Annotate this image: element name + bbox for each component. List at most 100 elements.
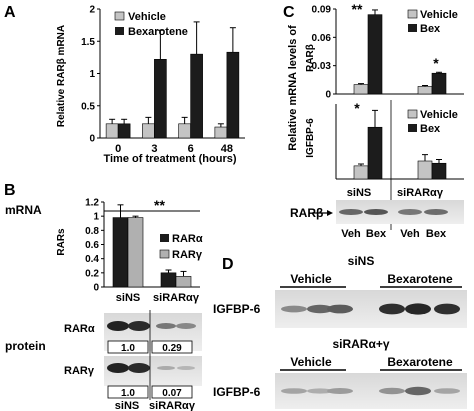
c-bottom-legend-swatch-vehicle (407, 109, 418, 119)
c-bottom-legend: Vehicle Bex (407, 109, 458, 135)
A-bar-Bexarotene-2 (190, 53, 203, 139)
B-bar-RAR-1 (160, 272, 177, 288)
C-bottom-bar-Bex-1 (431, 162, 447, 180)
C-top-bar-Bex-0 (367, 14, 383, 95)
b-quant-box-1 (107, 340, 149, 354)
C-top-ytick-label: 0.06 (312, 33, 332, 44)
b-blot-label-rarg: RARγ (64, 365, 95, 377)
d-b2-bands-band-0 (281, 388, 307, 394)
A-ytick-label: 2 (89, 5, 95, 16)
C-bottom-bar-Vehicle-1 (417, 160, 433, 180)
c-treat-1: Veh (341, 228, 361, 240)
b-blot-cond-sirar: siRARαγ (149, 400, 196, 411)
C-top-bar-Bex-1 (431, 72, 447, 95)
a-legend-swatch-vehicle (114, 11, 125, 21)
b-protein-label: protein (5, 339, 46, 353)
c-bottom-legend-vehicle: Vehicle (420, 109, 458, 121)
c-top-legend-bex: Bex (420, 23, 441, 35)
a-legend-vehicle: Vehicle (128, 11, 166, 23)
b-band-rara-4 (176, 323, 196, 329)
c-bottom-legend-bex: Bex (420, 123, 441, 135)
A-ytick-label: 0 (89, 134, 95, 145)
panel-letter-a: A (4, 4, 16, 21)
B-ytick-label: 0 (93, 283, 99, 294)
d-b2-bands-band-2 (327, 388, 353, 394)
B-ytick-label: 0.6 (85, 240, 99, 251)
A-bar-Vehicle-0 (105, 123, 119, 139)
A-ytick-label: 1 (89, 69, 95, 80)
d-b1-bands-band-0 (281, 305, 307, 313)
C-top-ytick-label: 0 (325, 90, 331, 101)
c-top-legend-swatch-vehicle (407, 9, 418, 19)
c-band-4 (424, 209, 448, 215)
b-quant-rarg-sins: 1.0 (121, 388, 135, 399)
b-quant-rara-sirar: 0.29 (162, 343, 182, 354)
d-block1-group2: Bexarotene (387, 272, 453, 286)
b-plot-area: 0 0.2 0.4 0.6 0.8 1 1.2 siNS siRARαγ (85, 198, 200, 304)
B-ytick-label: 0.2 (85, 268, 99, 279)
b-legend-rarg: RARγ (172, 249, 203, 261)
c-top-significance-sins: ** (352, 1, 363, 17)
B-bar-RAR-0 (127, 217, 144, 288)
b-band-rara-1 (107, 321, 129, 331)
panel-d: siNS Vehicle Bexarotene IGFBP-6 siRARα+γ… (213, 254, 467, 409)
d-b1-bands-band-1 (307, 304, 333, 314)
a-legend-swatch-bexarotene (115, 27, 124, 35)
c-blot-arrowhead (327, 210, 333, 216)
b-significance: ** (154, 197, 165, 213)
c-cond-sins: siNS (347, 187, 371, 199)
c-bottom-plot-area: * (335, 100, 464, 180)
b-quant-box-3 (107, 385, 149, 399)
panel-c: Relative mRNA levels of RARβ IGFBP-6 Veh… (287, 1, 464, 240)
c-band-3 (398, 209, 422, 215)
a-xlabel: Time of treatment (hours) (103, 153, 236, 165)
C-bottom-bar-Bex-0 (367, 126, 383, 180)
c-top-plot-area: 00.030.060.09 *** (312, 1, 464, 101)
c-top-ylabel: RARβ (305, 44, 316, 72)
c-bottom-ylabel: IGFBP-6 (305, 118, 316, 158)
b-quant-box-2 (151, 340, 193, 354)
c-bottom-significance: * (354, 100, 360, 116)
d-b2-bands-band-3 (379, 387, 405, 395)
b-quant-rara-sins: 1.0 (121, 343, 135, 354)
C-bottom-bar-Vehicle-0 (353, 165, 369, 180)
b-band-rara-3 (156, 323, 176, 329)
d-block2-group2: Bexarotene (387, 355, 453, 369)
c-band-1 (339, 209, 363, 215)
A-bar-Bexarotene-1 (154, 59, 167, 139)
b-legend-swatch-rara (160, 234, 169, 242)
C-top-bar-Vehicle-1 (417, 86, 433, 95)
a-plot-area: 0 0.5 1 1.5 2 0 3 6 48 (81, 5, 245, 155)
A-xtick-label: 48 (221, 143, 233, 155)
b-band-rarg-1 (107, 363, 129, 373)
A-bar-Vehicle-3 (214, 126, 228, 139)
c-top-legend-vehicle: Vehicle (420, 9, 458, 21)
c-top-legend: Vehicle Bex (407, 9, 458, 35)
d-block2-group1: Vehicle (290, 355, 332, 369)
panel-letter-c: C (283, 4, 295, 21)
C-top-bar-Vehicle-0 (353, 84, 369, 95)
b-band-rarg-3 (157, 366, 175, 370)
b-quant-rarg-sirar: 0.07 (162, 388, 182, 399)
c-treat-2: Bex (366, 228, 387, 240)
C-top-ytick-label: 0.09 (312, 5, 332, 16)
B-ytick-label: 1.2 (85, 198, 99, 209)
panel-letter-d: D (222, 256, 234, 273)
A-xtick-label: 3 (151, 143, 157, 155)
A-bar-Vehicle-1 (142, 123, 155, 139)
d-b2-bands-band-1 (307, 388, 333, 394)
B-bar-RAR-0 (112, 217, 129, 288)
A-bar-Bexarotene-3 (226, 51, 240, 139)
d-block1-label: IGFBP-6 (213, 302, 261, 316)
d-block1-condition: siNS (348, 254, 375, 268)
d-block1-bands (281, 303, 460, 315)
C-top-ytick-label: 0.03 (312, 61, 332, 72)
c-shared-ylabel: Relative mRNA levels of (287, 25, 299, 151)
panel-b: mRNA RARs ** RARα RARγ 0 0.2 0.4 0.6 0.8 1 1.2… (5, 197, 203, 411)
b-band-rarg-2 (128, 363, 150, 373)
d-block2-bands (281, 386, 460, 396)
d-block2-condition: siRARα+γ (332, 337, 389, 351)
b-legend-swatch-rarg (159, 249, 170, 259)
b-title: mRNA (5, 203, 42, 217)
